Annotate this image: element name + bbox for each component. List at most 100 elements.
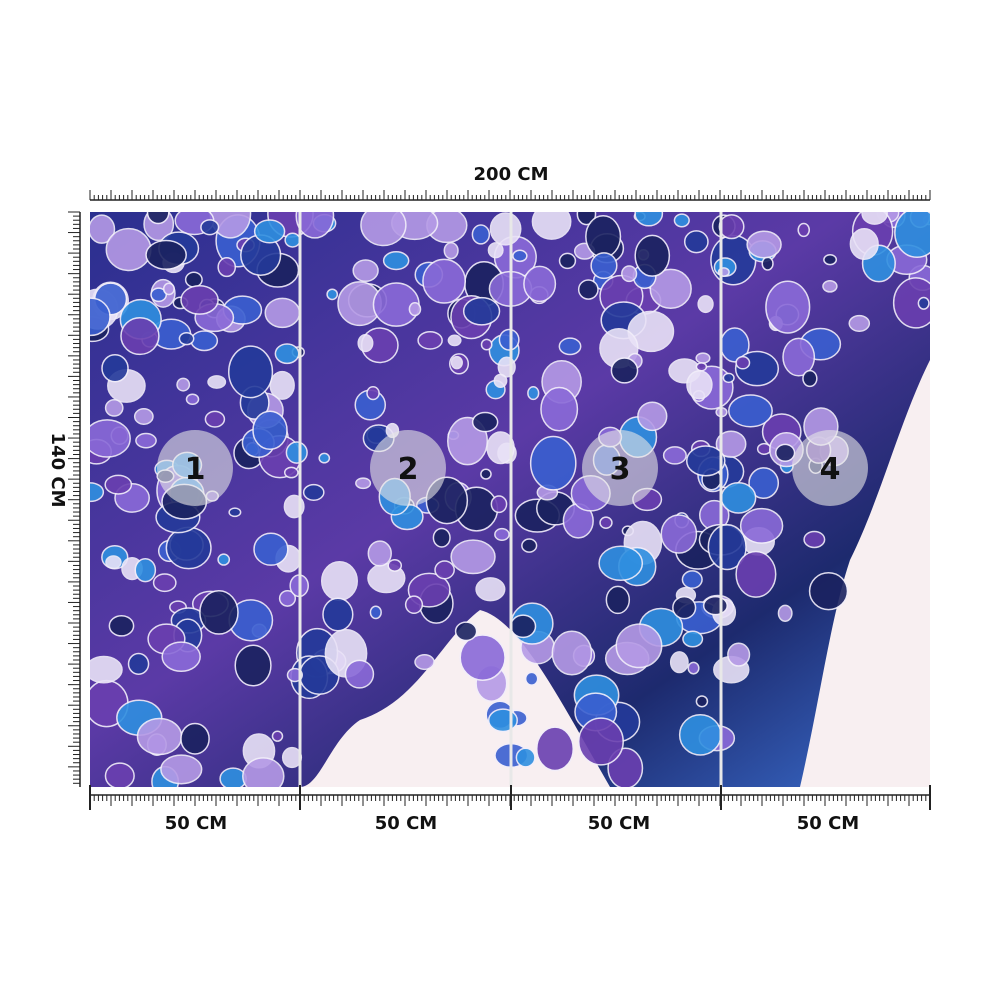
paint-cell	[217, 553, 231, 566]
paint-cell	[443, 241, 459, 260]
paint-cell	[739, 507, 784, 544]
paint-cell	[180, 285, 219, 315]
paint-cell	[135, 432, 157, 449]
paint-cell	[848, 314, 871, 332]
paint-cell	[145, 239, 187, 270]
paint-cell	[344, 659, 375, 689]
paint-cell	[722, 372, 735, 384]
paint-cell	[253, 532, 289, 566]
paint-cell	[152, 573, 177, 593]
paint-cell	[104, 762, 135, 787]
paint-cell	[720, 482, 757, 514]
paint-cell	[480, 338, 493, 351]
paint-cell	[531, 212, 572, 240]
paint-cell	[352, 259, 379, 283]
paint-cell	[322, 597, 354, 632]
paint-cell	[264, 297, 301, 329]
paint-cell	[707, 524, 747, 571]
paint-cell	[120, 316, 160, 356]
panel-number: 1	[185, 452, 206, 487]
paint-cell	[199, 589, 239, 635]
paint-cell	[490, 495, 508, 514]
paint-cell	[715, 430, 747, 458]
paint-cell	[515, 747, 536, 768]
panel-number: 2	[398, 452, 419, 487]
paint-cell	[367, 540, 392, 567]
paint-cell	[660, 514, 698, 554]
paint-cell	[454, 621, 478, 642]
paint-cell	[471, 224, 491, 245]
paint-cell	[808, 572, 849, 611]
paint-cell	[207, 375, 227, 389]
paint-cell	[894, 212, 930, 259]
paint-cell	[861, 212, 888, 225]
paint-cell	[685, 445, 726, 477]
paint-cell	[90, 297, 111, 337]
paint-cell	[765, 280, 811, 334]
paint-cell	[527, 385, 540, 401]
paint-cell	[326, 288, 339, 301]
paint-cell	[459, 634, 506, 681]
paint-cell	[185, 393, 200, 405]
panel-badge	[370, 430, 446, 506]
paint-cell	[551, 630, 593, 676]
paint-cell	[480, 468, 492, 480]
paint-cell	[746, 230, 782, 259]
paint-cell	[683, 230, 709, 254]
paint-cell	[178, 331, 195, 346]
paint-cell	[161, 641, 201, 672]
paint-cell	[227, 345, 274, 399]
paint-cell	[782, 337, 816, 377]
paint-cell	[284, 232, 301, 248]
paint-cell	[498, 328, 520, 351]
paint-cell	[450, 355, 463, 370]
panel-badge	[792, 430, 868, 506]
paint-cell	[269, 370, 295, 400]
paint-cell	[295, 212, 335, 239]
paint-cell	[529, 435, 577, 491]
paint-cell	[108, 614, 135, 637]
paint-cell	[366, 386, 380, 401]
paint-cell	[802, 369, 818, 388]
paint-cell	[450, 539, 496, 575]
paint-cell	[687, 661, 700, 675]
panel-width: 50 CM	[165, 813, 227, 834]
paint-cell	[404, 595, 424, 615]
paint-cell	[165, 526, 212, 570]
paint-cell	[271, 730, 284, 742]
paint-cell	[585, 215, 622, 258]
paint-cell	[662, 446, 687, 465]
paint-cell	[278, 589, 297, 607]
paint-cell	[673, 213, 690, 228]
paint-cell	[590, 252, 618, 280]
paint-cell	[577, 279, 599, 300]
paint-cell	[558, 337, 582, 356]
paint-cell	[283, 466, 299, 479]
paint-cell	[605, 585, 631, 615]
paint-cell	[357, 333, 374, 353]
paint-cell	[90, 482, 105, 503]
paint-cell	[302, 483, 325, 501]
paint-cell	[318, 452, 331, 464]
paint-cell	[355, 477, 372, 490]
paint-cell	[649, 268, 692, 310]
panel-width: 50 CM	[375, 813, 437, 834]
paint-cell	[823, 253, 838, 266]
paint-cell	[735, 355, 751, 370]
panel-badge	[582, 430, 658, 506]
paint-cell	[104, 474, 133, 495]
paint-cell	[136, 717, 183, 756]
paint-cell	[728, 394, 773, 428]
paint-cell	[369, 605, 382, 620]
paint-cell	[523, 265, 557, 303]
paint-cell	[761, 256, 774, 271]
paint-cell	[127, 652, 150, 675]
paint-cell	[475, 577, 506, 602]
paint-cell	[447, 334, 462, 347]
paint-cell	[540, 386, 579, 432]
panel-width: 50 CM	[797, 813, 859, 834]
paint-cell	[521, 538, 538, 553]
paint-cell	[234, 644, 272, 687]
paint-cell	[735, 550, 777, 598]
paint-cell	[672, 595, 697, 620]
